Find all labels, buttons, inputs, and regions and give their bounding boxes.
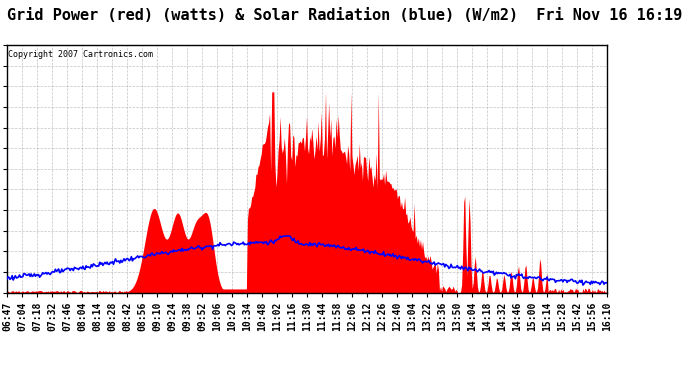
Text: Copyright 2007 Cartronics.com: Copyright 2007 Cartronics.com — [8, 50, 153, 59]
Text: Grid Power (red) (watts) & Solar Radiation (blue) (W/m2)  Fri Nov 16 16:19: Grid Power (red) (watts) & Solar Radiati… — [8, 8, 682, 22]
